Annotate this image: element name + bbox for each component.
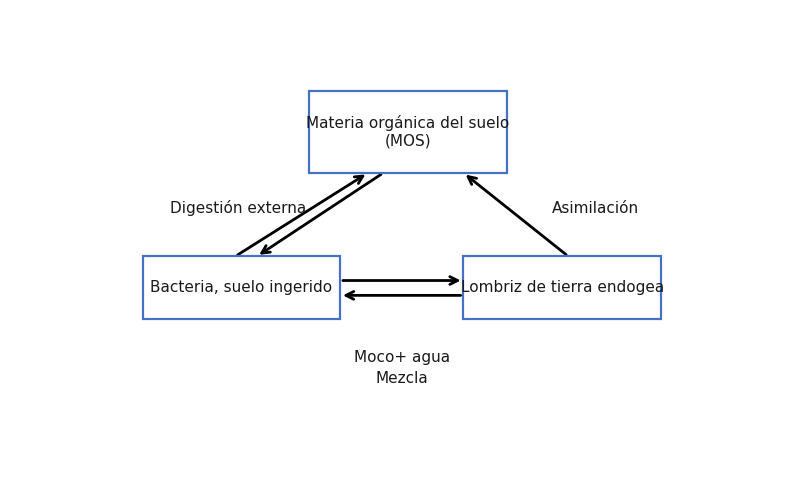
FancyBboxPatch shape <box>309 91 506 173</box>
Text: Asimilación: Asimilación <box>552 201 639 215</box>
Text: Lombriz de tierra endogea: Lombriz de tierra endogea <box>461 281 664 295</box>
FancyBboxPatch shape <box>142 256 340 320</box>
FancyBboxPatch shape <box>463 256 661 320</box>
Text: Materia orgánica del suelo
(MOS): Materia orgánica del suelo (MOS) <box>306 115 509 149</box>
Text: Bacteria, suelo ingerido: Bacteria, suelo ingerido <box>150 281 333 295</box>
Text: Moco+ agua
Mezcla: Moco+ agua Mezcla <box>353 350 450 386</box>
Text: Digestión externa: Digestión externa <box>170 200 306 216</box>
